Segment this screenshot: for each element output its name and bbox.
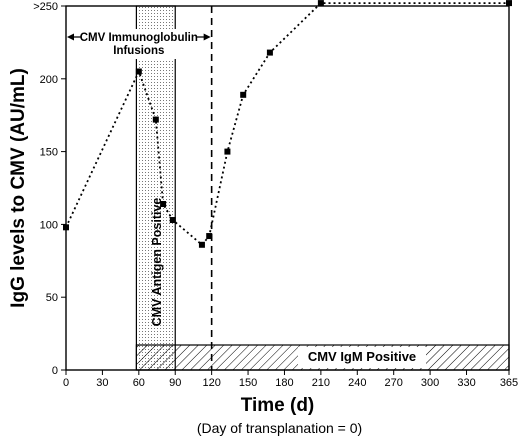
axis-ticks: 0 30 60 90 120 150 180 210 240 270 300 330 365 0 50 100…	[33, 1, 518, 389]
y-tick-label: 100	[40, 219, 58, 231]
x-tick-label: 90	[169, 377, 181, 389]
y-axis-title: IgG levels to CMV (AU/mL)	[8, 68, 29, 308]
data-point	[198, 241, 205, 248]
data-point	[169, 217, 176, 224]
data-point	[266, 49, 273, 56]
igm-positive-label: CMV IgM Positive	[308, 349, 416, 364]
series-group	[63, 0, 512, 248]
data-point	[206, 233, 213, 240]
x-tick-label: 120	[202, 377, 220, 389]
y-tick-label: 150	[40, 147, 58, 159]
immunoglobulin-label-line2: Infusions	[113, 45, 164, 57]
antigen-positive-label: CMV Antigen Positive	[150, 198, 164, 327]
plot-frame	[65, 5, 510, 371]
x-tick-label: 330	[457, 377, 475, 389]
y-tick-label: 50	[46, 292, 58, 304]
x-tick-label: 0	[63, 377, 69, 389]
x-tick-label: 210	[312, 377, 330, 389]
data-point	[135, 68, 142, 75]
x-tick-label: 150	[239, 377, 257, 389]
immunoglobulin-label-background	[80, 29, 197, 59]
x-tick-label: 300	[421, 377, 439, 389]
y-tick-label: >250	[33, 1, 58, 13]
x-tick-label: 180	[275, 377, 293, 389]
immunoglobulin-arrowhead-right	[203, 33, 211, 41]
x-tick-label: 365	[500, 377, 518, 389]
data-point	[152, 116, 159, 123]
y-tick-label: 0	[52, 365, 58, 377]
x-tick-label: 30	[96, 377, 108, 389]
immunoglobulin-label-line1: CMV Immunoglobulin	[80, 32, 198, 44]
antigen-positive-band	[135, 5, 176, 371]
data-point	[317, 0, 324, 7]
data-point	[63, 224, 69, 231]
data-point	[240, 91, 247, 98]
x-axis-note: (Day of transplanation = 0)	[197, 420, 362, 436]
y-tick-label: 200	[40, 74, 58, 86]
series-line	[65, 2, 509, 247]
data-point	[506, 0, 512, 7]
immunoglobulin-arrowhead-left	[67, 33, 74, 41]
data-point	[160, 201, 167, 208]
igm-label-background	[298, 347, 426, 368]
x-axis-title: Time (d)	[241, 395, 315, 416]
x-tick-label: 60	[133, 377, 145, 389]
data-point	[224, 148, 231, 155]
x-tick-label: 240	[348, 377, 366, 389]
x-tick-label: 270	[385, 377, 403, 389]
